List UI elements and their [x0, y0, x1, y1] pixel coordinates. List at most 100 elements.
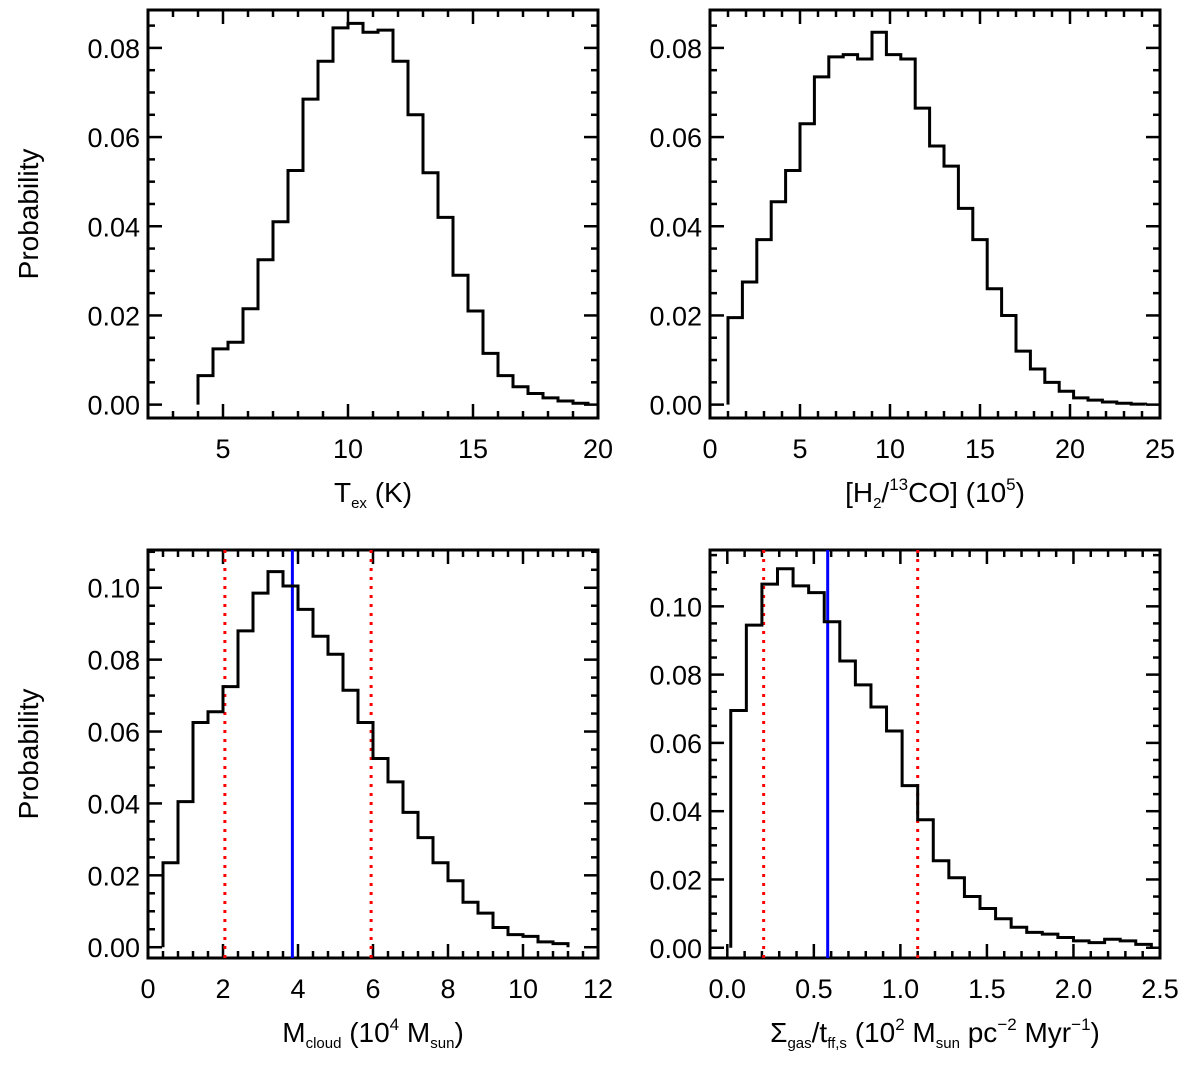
histogram-bin	[448, 881, 463, 948]
histogram-bin	[746, 625, 762, 948]
histogram-bin	[238, 631, 253, 947]
histogram-bin	[1030, 369, 1044, 405]
histogram-bin	[855, 685, 871, 948]
histogram-bin	[886, 55, 900, 405]
histogram-bin	[872, 32, 886, 404]
y-tick-label: 0.02	[649, 865, 702, 895]
y-tick-label: 0.00	[87, 933, 140, 963]
histogram-outline	[161, 570, 570, 948]
histogram-bin	[333, 28, 348, 405]
x-tick-label: 10	[333, 434, 363, 464]
y-tick-label: 0.02	[649, 301, 702, 331]
histogram-bin	[996, 919, 1012, 948]
x-axis-label: Tex (K)	[334, 477, 412, 512]
histogram-bin	[1136, 944, 1152, 947]
x-tick-label: 10	[875, 434, 905, 464]
histogram-bin	[528, 393, 543, 404]
x-tick-label: 0	[702, 434, 717, 464]
histogram-bin	[328, 654, 343, 947]
histogram-bin	[558, 401, 573, 405]
x-tick-label: 15	[458, 434, 488, 464]
histogram-bin	[208, 712, 223, 947]
histogram-bin	[980, 908, 996, 947]
histogram-bin	[243, 309, 258, 405]
histogram-bin	[871, 707, 887, 948]
y-tick-label: 0.00	[87, 391, 140, 421]
histogram-bin	[762, 584, 778, 948]
histogram-bin	[348, 23, 363, 404]
y-tick-label: 0.02	[87, 861, 140, 891]
histogram-bin	[949, 878, 965, 948]
histogram-bin	[178, 802, 193, 948]
histogram-bin	[771, 202, 785, 405]
y-tick-label: 0.06	[87, 718, 140, 748]
histogram-bin	[468, 311, 483, 405]
histogram-bin	[288, 171, 303, 405]
y-tick-label: 0.06	[649, 729, 702, 759]
y-tick-label: 0.00	[649, 391, 702, 421]
histogram-bin	[538, 942, 553, 947]
histogram-bin	[313, 636, 328, 947]
histogram-bin	[423, 173, 438, 405]
histogram-bin	[800, 124, 814, 405]
plot-frame	[708, 8, 1162, 420]
histogram-bin	[373, 758, 388, 947]
histogram-bin	[378, 30, 393, 405]
x-tick-label: 5	[215, 434, 230, 464]
histogram-bin	[523, 936, 538, 947]
y-tick-label: 0.08	[87, 646, 140, 676]
y-axis-label: Probability	[13, 149, 44, 280]
histogram-bin	[1102, 402, 1116, 405]
histogram-bin	[213, 349, 228, 405]
histogram-bin	[742, 282, 756, 405]
histogram-bin	[1042, 934, 1058, 948]
histogram-bin	[1045, 382, 1059, 404]
histogram-bin	[553, 944, 568, 948]
x-axis-label: [H2/13CO] (105)	[845, 475, 1025, 512]
y-axis-label: Probability	[13, 689, 44, 820]
histogram-bin	[223, 687, 238, 948]
y-tick-label: 0.06	[87, 123, 140, 153]
histogram-bin	[1089, 943, 1105, 948]
histogram-bin	[1117, 403, 1131, 404]
histogram-bin	[1002, 315, 1016, 404]
x-tick-label: 15	[965, 434, 995, 464]
x-tick-label: 1.5	[968, 974, 1006, 1004]
x-tick-label: 8	[440, 974, 455, 1004]
histogram-bin	[1073, 941, 1089, 948]
x-tick-label: 0.0	[709, 974, 747, 1004]
histogram-bin	[918, 820, 934, 948]
histogram-bin	[1105, 939, 1121, 948]
histogram-bin	[858, 59, 872, 405]
x-axis-label: Mcloud (104 Msun)	[282, 1015, 464, 1052]
panel-cloud-mass: 0 2 4 6 8 10 12 0.00 0.02 0.04 0.06 0.08 0.10 Probabi…	[13, 548, 613, 1052]
histogram-bin	[198, 376, 213, 405]
histogram-bin	[1016, 351, 1030, 405]
histogram-outline	[726, 30, 1148, 406]
histogram-bin	[728, 318, 742, 405]
histogram-bin	[498, 376, 513, 405]
y-tick-label: 0.04	[649, 797, 702, 827]
histogram-bin	[463, 902, 478, 947]
histogram-bin	[273, 222, 288, 405]
histogram-bin	[987, 289, 1001, 405]
histogram-bin	[973, 240, 987, 405]
x-tick-label: 20	[583, 434, 613, 464]
histogram-bin	[1120, 941, 1136, 948]
x-tick-label: 6	[365, 974, 380, 1004]
y-tick-label: 0.00	[649, 934, 702, 964]
histogram-bin	[901, 59, 915, 405]
histogram-bin	[933, 861, 949, 948]
histogram-bin	[163, 863, 178, 947]
panel-abundance-ratio: 0 5 10 15 20 25 0.00 0.02 0.04 0.06 0.08 [H2/13CO] …	[649, 8, 1175, 512]
x-tick-label: 20	[1055, 434, 1085, 464]
histogram-bin	[824, 622, 840, 948]
histogram-bin	[902, 786, 918, 948]
histogram-bin	[363, 32, 378, 404]
histogram-bin	[513, 387, 528, 405]
histogram-bin	[298, 609, 313, 947]
histogram-bin	[258, 260, 273, 405]
x-tick-label: 12	[583, 974, 613, 1004]
y-tick-label: 0.08	[649, 661, 702, 691]
